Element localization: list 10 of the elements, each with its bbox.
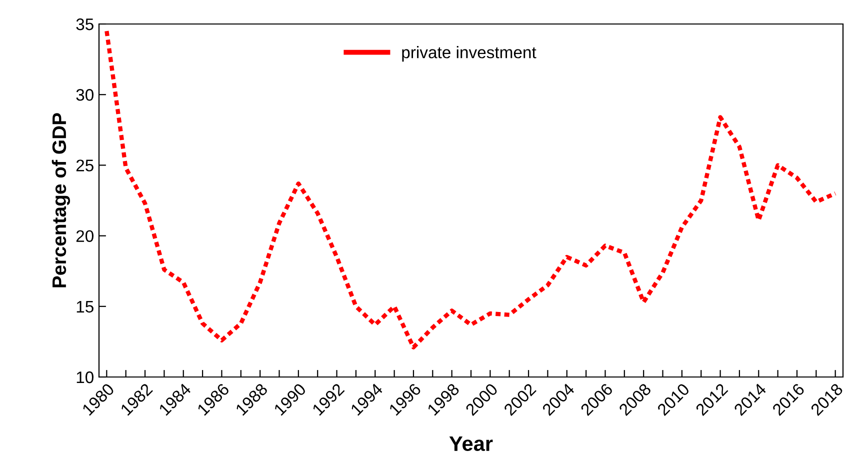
y-tick-label: 35 (76, 18, 94, 30)
line-series (104, 28, 838, 350)
y-tick-label: 25 (76, 160, 94, 172)
x-axis-title: Year (449, 436, 493, 452)
y-tick-label: 10 (76, 371, 94, 384)
y-axis-title: Percentage of GDP (52, 113, 70, 288)
y-tick-label: 30 (76, 89, 94, 101)
legend-label: private investment (402, 46, 536, 62)
y-tick-label: 15 (76, 300, 94, 313)
y-tick-label: 20 (76, 230, 94, 242)
